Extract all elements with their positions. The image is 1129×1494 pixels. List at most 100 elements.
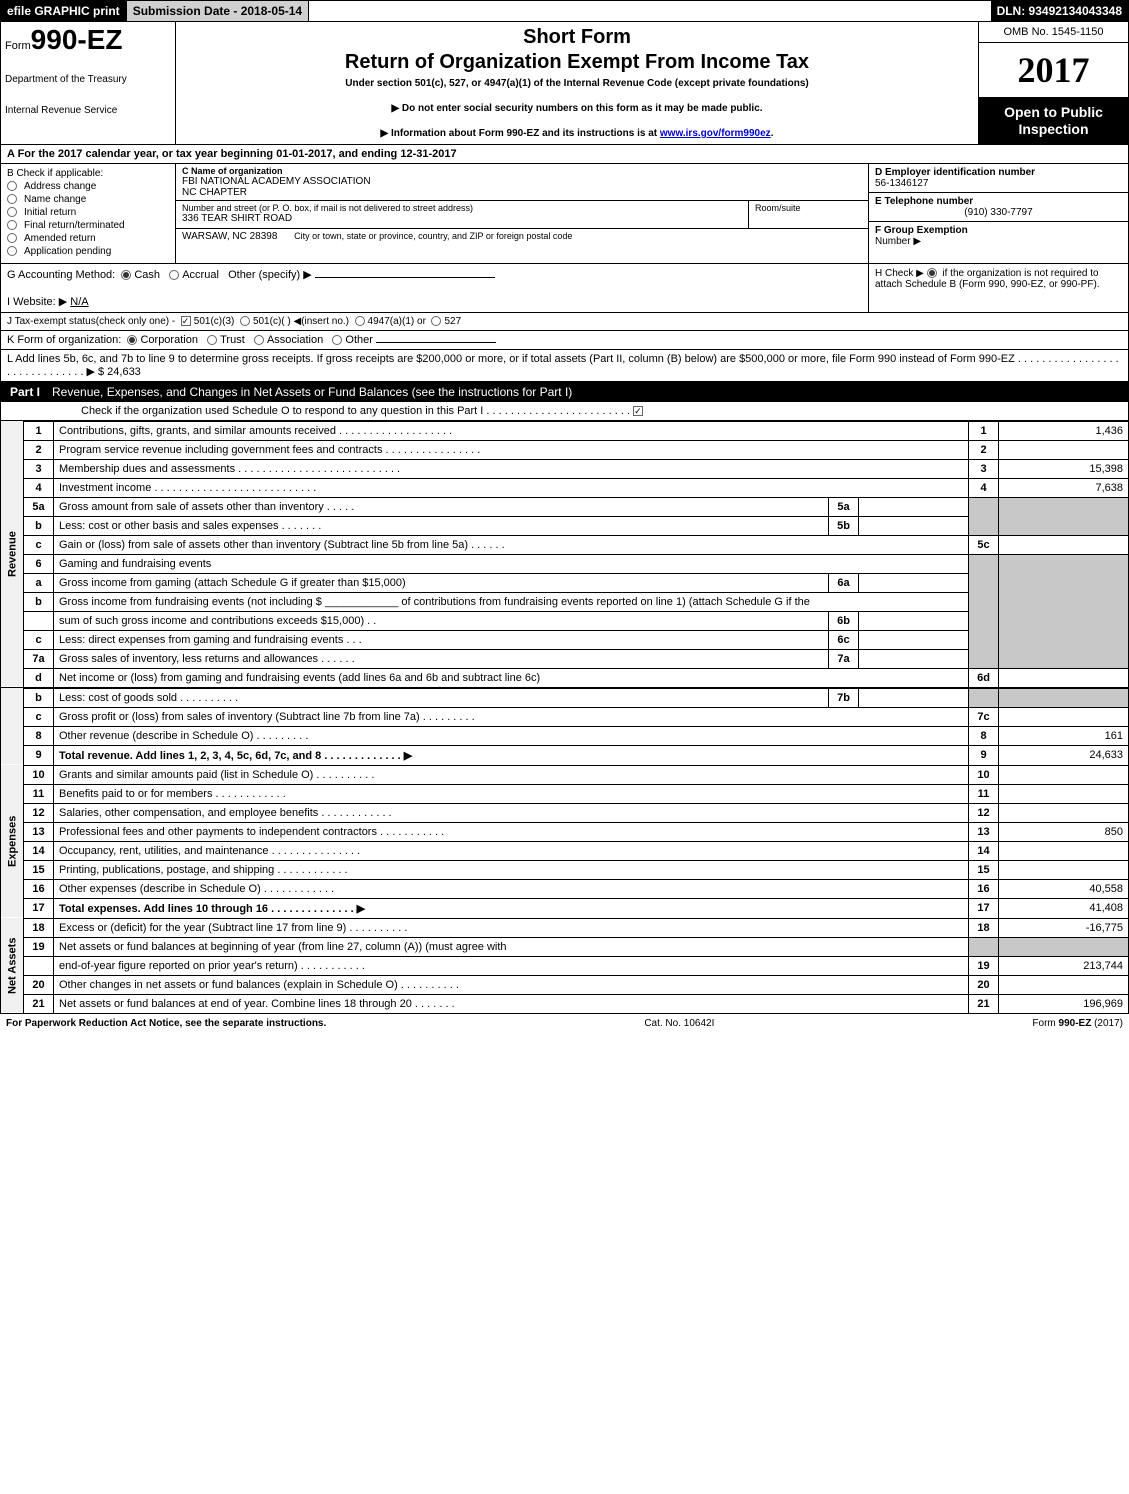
line-5b-value (859, 516, 969, 535)
section-def: D Employer identification number 56-1346… (868, 164, 1128, 263)
omb-number: OMB No. 1545-1150 (979, 22, 1128, 43)
short-form-title: Short Form (184, 26, 970, 49)
efile-print-button[interactable]: efile GRAPHIC print (1, 1, 127, 21)
radio-association[interactable] (254, 335, 264, 345)
table-row: sum of such gross income and contributio… (1, 611, 1129, 630)
checkbox-final-return[interactable] (7, 220, 17, 230)
checkbox-application-pending[interactable] (7, 246, 17, 256)
checkbox-name-change[interactable] (7, 194, 17, 204)
checkbox-501c3[interactable] (181, 316, 191, 326)
line-6b-value (859, 611, 969, 630)
checkbox-address-change[interactable] (7, 181, 17, 191)
table-row: 11 Benefits paid to or for members . . .… (1, 784, 1129, 803)
table-row: 2 Program service revenue including gove… (1, 440, 1129, 459)
netassets-side-label: Net Assets (1, 918, 24, 1013)
table-row: 8 Other revenue (describe in Schedule O)… (1, 726, 1129, 745)
org-name-2: NC CHAPTER (182, 187, 862, 198)
radio-trust[interactable] (207, 335, 217, 345)
revenue-side-label: Revenue (1, 421, 24, 687)
section-b-title: B Check if applicable: (7, 168, 169, 179)
dln-number: DLN: 93492134043348 (991, 1, 1128, 21)
table-row: 21 Net assets or fund balances at end of… (1, 994, 1129, 1013)
city-state-zip: WARSAW, NC 28398 (182, 231, 277, 242)
line-5a-value (859, 497, 969, 516)
main-title: Return of Organization Exempt From Incom… (184, 51, 970, 74)
table-row: b Gross income from fundraising events (… (1, 592, 1129, 611)
line-6a-value (859, 573, 969, 592)
line-16-value: 40,558 (999, 879, 1129, 898)
other-org-input[interactable] (376, 342, 496, 343)
line-4-value: 7,638 (999, 478, 1129, 497)
line-17-value: 41,408 (999, 898, 1129, 918)
table-row: 19 Net assets or fund balances at beginn… (1, 937, 1129, 956)
line-1-value: 1,436 (999, 421, 1129, 440)
tax-year: 2017 (979, 43, 1128, 98)
page-footer: For Paperwork Reduction Act Notice, see … (0, 1014, 1129, 1033)
radio-other-org[interactable] (332, 335, 342, 345)
line-g: G Accounting Method: Cash Accrual Other … (1, 264, 868, 312)
telephone-value: (910) 330-7797 (875, 207, 1122, 218)
line-i-label: I Website: ▶ (7, 296, 67, 308)
radio-501c[interactable] (240, 316, 250, 326)
line-8-value: 161 (999, 726, 1129, 745)
table-row: 14 Occupancy, rent, utilities, and maint… (1, 841, 1129, 860)
table-row: 3 Membership dues and assessments . . . … (1, 459, 1129, 478)
radio-cash[interactable] (121, 270, 131, 280)
table-row: end-of-year figure reported on prior yea… (1, 956, 1129, 975)
table-row: b Less: cost of goods sold . . . . . . .… (1, 688, 1129, 707)
ein-value: 56-1346127 (875, 178, 1122, 189)
part-1-table-cont: b Less: cost of goods sold . . . . . . .… (0, 688, 1129, 1014)
radio-corporation[interactable] (127, 335, 137, 345)
part-1-label: Part I (10, 385, 40, 399)
line-5c-value (999, 535, 1129, 554)
table-row: c Less: direct expenses from gaming and … (1, 630, 1129, 649)
line-6d-value (999, 668, 1129, 687)
line-12-value (999, 803, 1129, 822)
dept-treasury: Department of the Treasury (5, 74, 171, 85)
line-19-value: 213,744 (999, 956, 1129, 975)
line-7b-value (859, 688, 969, 707)
table-row: 4 Investment income . . . . . . . . . . … (1, 478, 1129, 497)
line-a-tax-year: A For the 2017 calendar year, or tax yea… (0, 145, 1129, 164)
footer-right: Form 990-EZ (2017) (1032, 1018, 1123, 1029)
line-20-value (999, 975, 1129, 994)
section-bcdef: B Check if applicable: Address change Na… (0, 164, 1129, 264)
table-row: 15 Printing, publications, postage, and … (1, 860, 1129, 879)
table-row: d Net income or (loss) from gaming and f… (1, 668, 1129, 687)
table-row: 6 Gaming and fundraising events (1, 554, 1129, 573)
row-gh: G Accounting Method: Cash Accrual Other … (0, 264, 1129, 313)
gross-receipts-value: $ 24,633 (98, 366, 141, 378)
top-bar: efile GRAPHIC print Submission Date - 20… (0, 0, 1129, 22)
checkbox-initial-return[interactable] (7, 207, 17, 217)
table-row: 12 Salaries, other compensation, and emp… (1, 803, 1129, 822)
table-row: 17 Total expenses. Add lines 10 through … (1, 898, 1129, 918)
line-7c-value (999, 707, 1129, 726)
radio-527[interactable] (431, 316, 441, 326)
checkbox-amended-return[interactable] (7, 233, 17, 243)
part-1-title: Revenue, Expenses, and Changes in Net As… (52, 385, 572, 399)
line-2-value (999, 440, 1129, 459)
expenses-side-label: Expenses (1, 765, 24, 918)
table-row: 7a Gross sales of inventory, less return… (1, 649, 1129, 668)
submission-date: Submission Date - 2018-05-14 (127, 1, 309, 21)
line-15-value (999, 860, 1129, 879)
line-18-value: -16,775 (999, 918, 1129, 937)
line-21-value: 196,969 (999, 994, 1129, 1013)
form-header: Form990-EZ Department of the Treasury In… (0, 22, 1129, 145)
line-10-value (999, 765, 1129, 784)
line-11-value (999, 784, 1129, 803)
line-3-value: 15,398 (999, 459, 1129, 478)
line-h: H Check ▶ if the organization is not req… (868, 264, 1128, 312)
section-f: F Group Exemption Number ▶ (869, 222, 1128, 250)
checkbox-schedule-b[interactable] (927, 268, 937, 278)
checkbox-schedule-o[interactable] (633, 406, 643, 416)
line-9-value: 24,633 (999, 745, 1129, 765)
radio-accrual[interactable] (169, 270, 179, 280)
instructions-link[interactable]: www.irs.gov/form990ez (660, 128, 771, 139)
form-prefix: Form (5, 40, 31, 52)
radio-4947[interactable] (355, 316, 365, 326)
line-l: L Add lines 5b, 6c, and 7b to line 9 to … (0, 350, 1129, 382)
address-block: Number and street (or P. O. box, if mail… (176, 201, 868, 229)
other-specify-input[interactable] (315, 277, 495, 278)
table-row: 9 Total revenue. Add lines 1, 2, 3, 4, 5… (1, 745, 1129, 765)
